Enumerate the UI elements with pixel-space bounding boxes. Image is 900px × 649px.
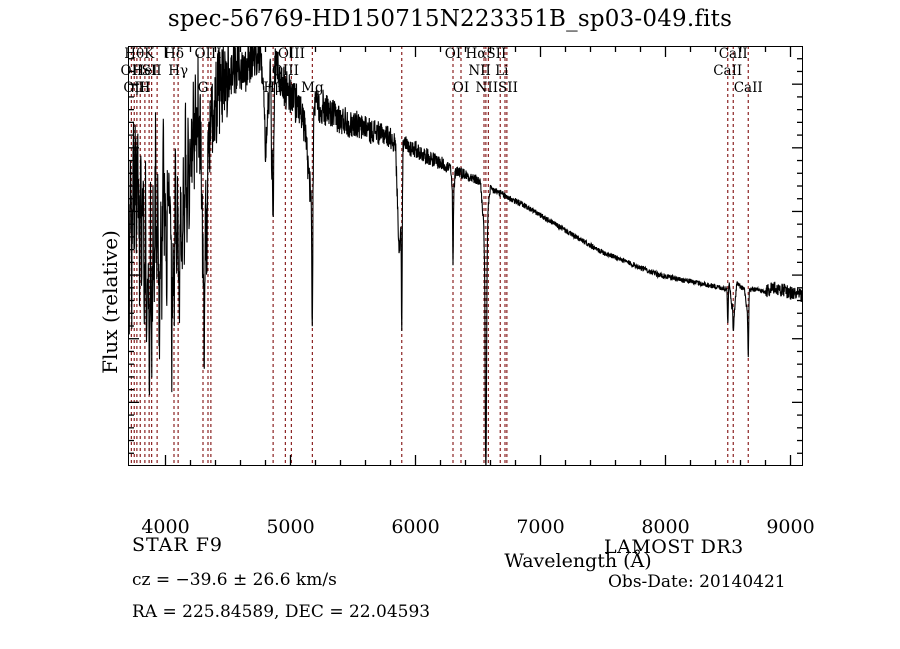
observation-date: Obs-Date: 20140421 <box>608 572 786 592</box>
spectral-line-label: Hδ <box>164 46 184 62</box>
x-tick-label: 4000 <box>141 516 190 538</box>
spectral-line-label: Hβ <box>263 80 283 96</box>
spectral-line-label: K <box>144 46 155 62</box>
y-axis-title: Flux (relative) <box>98 230 122 374</box>
spectral-line-label: SII <box>141 63 162 79</box>
spectral-line-label: HeI <box>132 63 158 79</box>
spectral-line-label: CaII <box>718 46 748 62</box>
radial-velocity: cz = −39.6 ± 26.6 km/s <box>132 570 337 590</box>
spectral-line-label: Mg <box>301 80 324 96</box>
axis-frame <box>128 46 803 466</box>
spectral-line-label: ηH <box>130 80 151 96</box>
spectral-line-label: OI <box>444 46 462 62</box>
x-tick-label: 7000 <box>516 516 565 538</box>
spectral-line-label: G <box>197 80 209 96</box>
spectral-line-label: OII <box>120 63 143 79</box>
spectral-line-label: OIII <box>277 46 305 62</box>
spectral-line-label: OIII <box>194 46 222 62</box>
spectral-line-label: OIII <box>271 63 299 79</box>
spectral-line-label: CaII <box>713 63 743 79</box>
spectral-line-label: OI <box>452 80 470 96</box>
x-tick-label: 8000 <box>641 516 690 538</box>
spectral-line-label: Hθ <box>124 46 145 62</box>
spectral-line-label: CaII <box>733 80 763 96</box>
spectral-line-label: Hγ <box>168 63 189 79</box>
x-tick-label: 9000 <box>766 516 815 538</box>
x-axis-title: Wavelength (Å) <box>504 550 652 572</box>
x-tick-label: 6000 <box>391 516 440 538</box>
spectral-line-label: NIISII <box>475 80 518 96</box>
x-tick-label: 5000 <box>266 516 315 538</box>
spectrum-canvas <box>128 46 803 466</box>
plot-area: 0100200300400500600 40005000600070008000… <box>98 46 815 572</box>
object-type-and-class: STAR F9 <box>132 534 223 556</box>
spectral-line-label: NII Li <box>468 63 509 79</box>
page-title: spec-56769-HD150715N223351B_sp03-049.fit… <box>167 6 733 32</box>
coordinates: RA = 225.84589, DEC = 22.04593 <box>132 602 431 622</box>
spectral-line-label: HαSII <box>465 46 507 62</box>
spectrum-trace <box>128 46 803 466</box>
spectral-line-label: OIII <box>123 80 151 96</box>
survey-name: LAMOST DR3 <box>604 536 744 558</box>
